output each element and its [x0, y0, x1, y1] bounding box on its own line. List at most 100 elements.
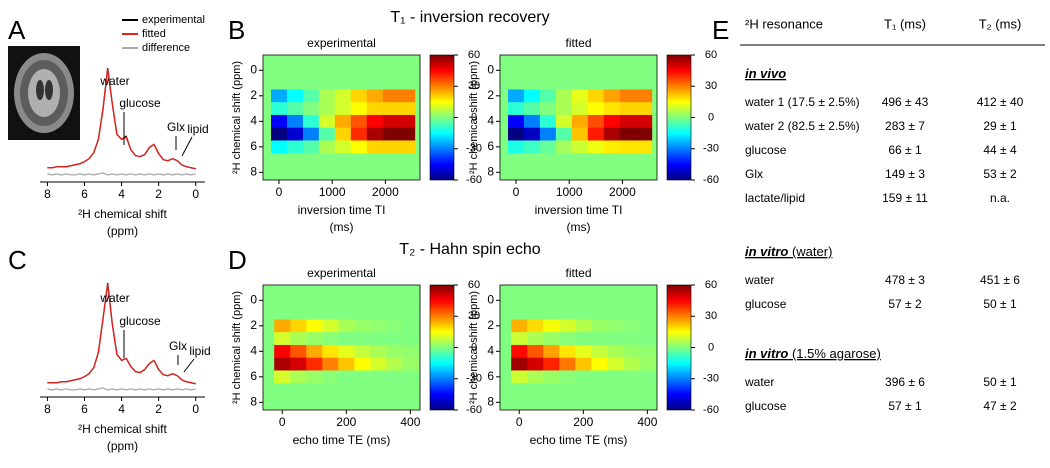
heatmap-cell — [354, 285, 371, 295]
heatmap-cell — [386, 370, 403, 384]
x-tick-label: 2 — [155, 402, 162, 416]
heatmap-cell — [350, 55, 368, 65]
heatmap-cell — [639, 285, 656, 295]
section-heading: T₁ - inversion recovery — [390, 9, 549, 26]
colorbar — [429, 54, 455, 181]
y-tick-label: 4 — [487, 113, 494, 127]
heatmap-cell — [523, 165, 541, 180]
colorbar-tick-label: 0 — [471, 111, 477, 123]
heatmap — [500, 285, 657, 410]
heatmap-cell — [382, 127, 400, 141]
heatmap-cell — [334, 153, 352, 167]
heatmap-cell — [571, 127, 589, 141]
table-value: 496 ± 43 — [882, 95, 929, 109]
heatmap-cell — [623, 370, 640, 384]
heatmap-cell — [270, 102, 288, 116]
heatmap-cell — [639, 332, 656, 346]
colorbar-tick-label: 30 — [468, 80, 480, 92]
heatmap-cell — [575, 293, 592, 308]
heatmap-cell — [603, 89, 621, 103]
table-value: 66 ± 1 — [888, 143, 922, 157]
heatmap-cell — [635, 102, 653, 116]
heatmap-cell — [575, 306, 592, 320]
x-tick-label: 1000 — [556, 185, 583, 199]
heatmap-cell — [286, 63, 304, 78]
y-tick-label: 8 — [250, 165, 257, 179]
heatmap-cell — [286, 140, 304, 154]
heatmap-cell — [511, 319, 528, 333]
heatmap-cell — [386, 344, 403, 359]
heatmap-cell — [322, 370, 339, 384]
heatmap-cell — [302, 89, 320, 103]
heatmap-cell — [623, 357, 640, 371]
heatmap-cell — [354, 357, 371, 371]
heatmap-cell — [386, 383, 403, 397]
spectrum-line — [47, 172, 196, 176]
heatmap-cell — [527, 357, 544, 371]
heatmap-cell — [571, 89, 589, 103]
heatmap-cell — [286, 89, 304, 103]
heatmap-cell — [290, 306, 307, 320]
heatmap-cell — [370, 370, 387, 384]
heatmap-cell — [587, 63, 605, 78]
heatmap-cell — [587, 140, 605, 154]
heatmap-cell — [527, 293, 544, 308]
heatmap-cell — [270, 127, 288, 141]
y-tick-label: 0 — [487, 62, 494, 76]
heatmap-cell — [306, 395, 323, 410]
colorbar-tick-label: -60 — [466, 174, 482, 186]
heatmap-cell — [587, 102, 605, 116]
y-tick-label: 4 — [487, 343, 494, 357]
x-tick-label: 0 — [513, 185, 520, 199]
heatmap-cell — [366, 114, 384, 129]
colorbar-tick-label: -60 — [703, 404, 719, 416]
heatmap-cell — [523, 55, 541, 65]
heatmap-cell — [398, 114, 416, 129]
heatmap-cell — [318, 102, 336, 116]
heatmap-cell — [318, 127, 336, 141]
heatmap-cell — [366, 165, 384, 180]
peak-annotation: lipid — [189, 344, 210, 358]
panel-label: E — [712, 15, 729, 45]
heatmap-cell — [539, 140, 557, 154]
heatmap-cell — [274, 285, 291, 295]
heatmap-cell — [543, 370, 560, 384]
heatmap-cell — [350, 102, 368, 116]
heatmap-cell — [334, 114, 352, 129]
x-tick-label: 6 — [81, 402, 88, 416]
heatmap-cell — [398, 127, 416, 141]
heatmap-cell — [507, 55, 525, 65]
y-tick-label: 2 — [487, 318, 494, 332]
heatmap-cell — [354, 332, 371, 346]
heatmap-cell — [286, 55, 304, 65]
peak-annotation: glucose — [119, 314, 161, 328]
colorbar-tick-label: 60 — [705, 279, 717, 291]
heatmap-cell — [402, 319, 419, 333]
heatmap-cell — [543, 293, 560, 308]
section-title: in vivo — [745, 66, 786, 81]
heatmap-cell — [523, 76, 541, 90]
legend-label: experimental — [142, 14, 205, 26]
row-label: lactate/lipid — [745, 191, 805, 205]
heatmap-cell — [286, 127, 304, 141]
colorbar-tick-label: 60 — [705, 49, 717, 61]
heatmap-cell — [623, 319, 640, 333]
heatmap-cell — [571, 102, 589, 116]
heatmap-cell — [270, 76, 288, 90]
panel-label: A — [8, 15, 26, 45]
heatmap-cell — [382, 89, 400, 103]
heatmap-cell — [559, 344, 576, 359]
heatmap-cell — [603, 55, 621, 65]
heatmap-cell — [318, 89, 336, 103]
heatmap-cell — [306, 319, 323, 333]
heatmap-cell — [575, 395, 592, 410]
heatmap-cell — [587, 114, 605, 129]
heatmap-cell — [366, 127, 384, 141]
heatmap-cell — [591, 332, 608, 346]
column-header: ²H resonance — [745, 16, 823, 31]
section-title: in vitro (1.5% agarose) — [745, 346, 881, 361]
heatmap-cell — [523, 140, 541, 154]
x-tick-label: 0 — [516, 415, 523, 429]
y-tick-label: 6 — [250, 369, 257, 383]
plot-title: fitted — [565, 266, 591, 280]
